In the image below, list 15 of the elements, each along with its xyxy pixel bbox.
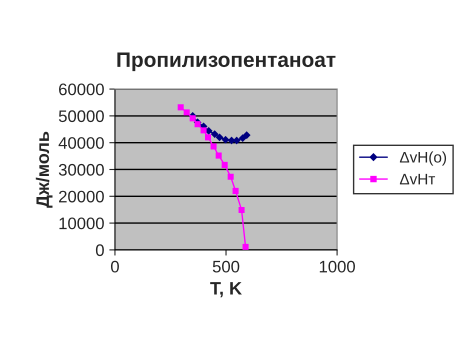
legend-label: ΔvH(o) [400,151,446,166]
legend-label: ΔvHт [400,174,436,184]
y-tick-label: 30000 [58,164,104,176]
x-tick-label: 1000 [320,260,355,273]
x-tick-label: 500 [212,260,240,273]
y-tick-label: 0 [96,244,104,256]
x-tick-label: 0 [110,260,119,273]
y-tick-label: 40000 [58,137,104,149]
y-tick-label: 60000 [59,83,104,96]
y-tick-label: 10000 [59,218,104,230]
y-tick-label: 20000 [59,190,104,202]
y-tick-label: 50000 [58,110,104,122]
x-axis-title: T, K [210,282,242,298]
chart-title: Пропилизопентаноат [117,52,336,72]
y-axis-title: Дж/моль [36,132,52,208]
